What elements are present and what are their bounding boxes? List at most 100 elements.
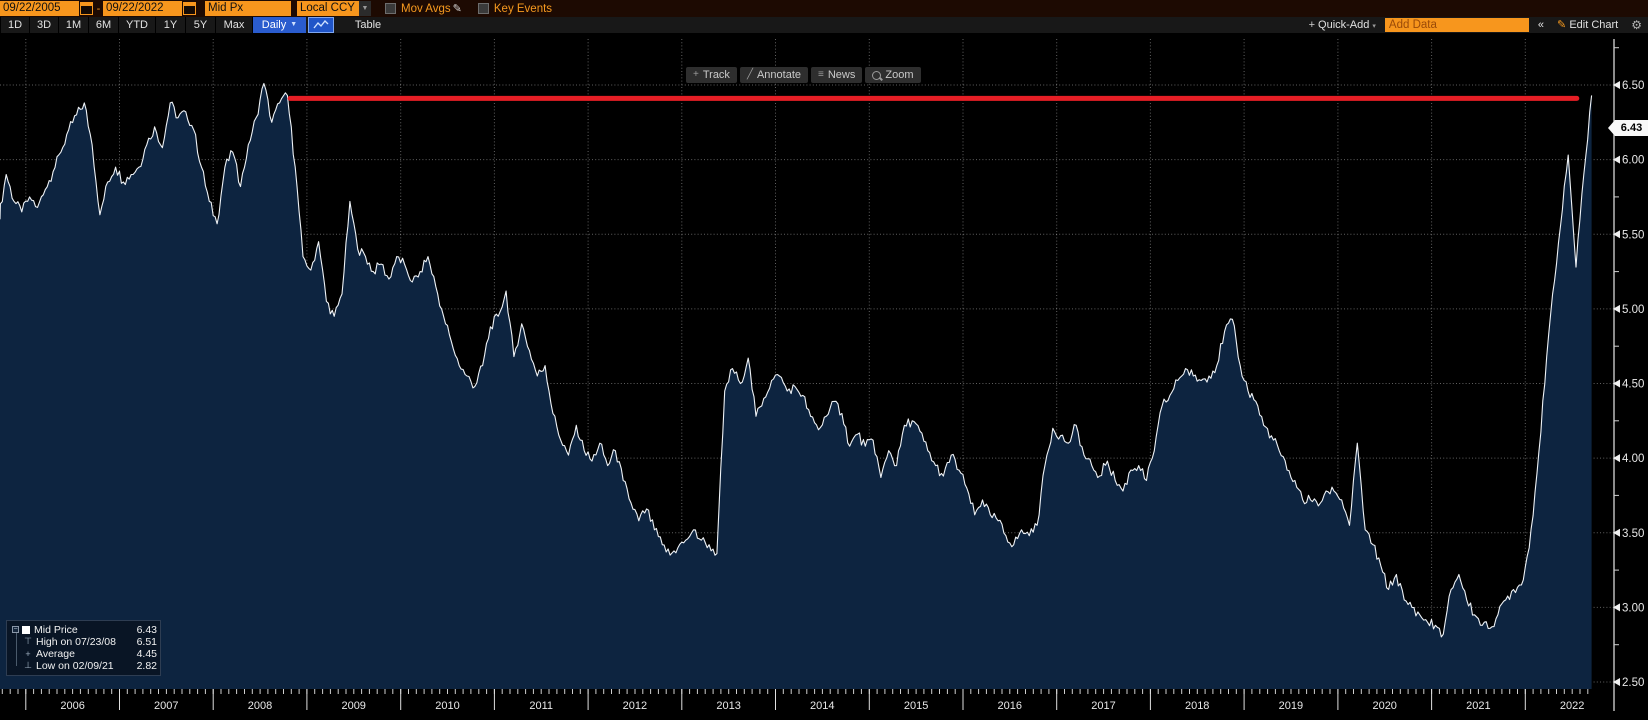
- mov-avgs-label: Mov Avgs: [401, 2, 451, 15]
- legend-row-mid-price[interactable]: − Mid Price 6.43: [9, 623, 157, 636]
- legend-label: Low on 02/09/21: [36, 659, 114, 672]
- frequency-dropdown[interactable]: Daily ▼: [252, 17, 306, 33]
- price-chart[interactable]: 6.50 6.00 5.50 5.00 4.50 4.00 3.50 3.00 2.50 2006…: [0, 33, 1648, 720]
- x-axis: 2006 2007 2008 2009 2010 2011 2012 2013 2014 2015…: [1, 689, 1589, 712]
- calendar-icon[interactable]: [80, 2, 93, 15]
- legend-value: 2.82: [136, 659, 157, 672]
- line-chart-icon: [313, 20, 329, 29]
- y-axis-tick-arrow: [1613, 304, 1620, 313]
- x-axis-year-label: 2021: [1466, 700, 1490, 712]
- gear-icon[interactable]: ⚙: [1631, 18, 1642, 32]
- key-events-checkbox[interactable]: [477, 3, 489, 14]
- range-tab-max[interactable]: Max: [215, 17, 252, 33]
- chevron-down-icon: ▼: [290, 21, 298, 28]
- y-axis-tick-arrow: [1613, 454, 1620, 463]
- y-axis-tick-arrow: [1613, 155, 1620, 164]
- edit-chart-button[interactable]: ✎ Edit Chart: [1557, 19, 1619, 31]
- chart-canvas[interactable]: 6.50 6.00 5.50 5.00 4.50 4.00 3.50 3.00 2.50 2006…: [0, 33, 1648, 720]
- last-price-label: 6.43: [1608, 120, 1648, 136]
- y-axis-tick-arrow: [1613, 230, 1620, 239]
- security-field-bar: 09/22/2005 - 09/22/2022 Mid Px Local CCY…: [0, 0, 1648, 17]
- pencil-icon[interactable]: ✎: [452, 3, 462, 15]
- x-axis-year-label: 2011: [529, 700, 553, 712]
- legend-row-low[interactable]: ⊥ Low on 02/09/21 2.82: [9, 659, 157, 672]
- range-tab-1y[interactable]: 1Y: [155, 17, 185, 33]
- y-axis-label: 5.00: [1622, 304, 1644, 316]
- x-axis-year-label: 2008: [248, 700, 272, 712]
- y-axis-tick-arrow: [1613, 81, 1620, 89]
- annotate-button[interactable]: ╱ Annotate: [739, 67, 809, 83]
- legend-row-average[interactable]: + Average 4.45: [9, 647, 157, 660]
- x-axis-year-label: 2019: [1279, 700, 1303, 712]
- high-marker-icon: ⊤: [24, 636, 32, 646]
- y-axis-label: 6.00: [1622, 155, 1644, 167]
- end-date-field[interactable]: 09/22/2022: [103, 1, 182, 16]
- date-range-separator: -: [96, 2, 101, 15]
- currency-field[interactable]: Local CCY: [297, 1, 359, 16]
- y-axis-label: 6.50: [1622, 80, 1644, 92]
- legend-label: Average: [36, 647, 75, 660]
- x-axis-year-label: 2016: [998, 700, 1022, 712]
- chevron-down-icon[interactable]: ▼: [359, 1, 371, 16]
- crosshair-icon: +: [693, 69, 699, 80]
- quick-add-button[interactable]: + Quick-Add ▾: [1308, 19, 1376, 31]
- zoom-button[interactable]: Zoom: [865, 67, 921, 83]
- y-axis-tick-arrow: [1613, 528, 1620, 537]
- y-axis: 6.50 6.00 5.50 5.00 4.50 4.00 3.50 3.00 2.50: [1613, 39, 1644, 711]
- y-axis-label: 4.00: [1622, 453, 1644, 465]
- x-axis-year-label: 2013: [716, 700, 740, 712]
- calendar-icon[interactable]: [183, 2, 196, 15]
- range-tab-5y[interactable]: 5Y: [185, 17, 215, 33]
- plus-icon: +: [1308, 19, 1316, 31]
- collapse-panel-button[interactable]: «: [1537, 19, 1545, 31]
- news-list-icon: ≡: [818, 69, 824, 80]
- range-tab-ytd[interactable]: YTD: [118, 17, 155, 33]
- y-axis-tick-arrow: [1613, 603, 1620, 612]
- add-data-input[interactable]: [1384, 18, 1529, 32]
- x-axis-year-label: 2014: [810, 700, 834, 712]
- legend-value: 6.43: [136, 623, 157, 636]
- price-area-series: [0, 82, 1593, 689]
- x-axis-year-label: 2007: [154, 700, 178, 712]
- x-axis-year-label: 2020: [1372, 700, 1396, 712]
- legend-value: 4.45: [136, 647, 157, 660]
- key-events-label: Key Events: [493, 2, 553, 15]
- magnifier-icon: [872, 70, 882, 80]
- range-tab-3d[interactable]: 3D: [29, 17, 58, 33]
- pencil-icon: ✎: [1557, 19, 1567, 31]
- x-axis-year-label: 2009: [341, 700, 365, 712]
- chevron-down-icon: ▾: [1372, 23, 1376, 30]
- series-swatch: [22, 625, 30, 634]
- news-button[interactable]: ≡ News: [811, 67, 863, 83]
- range-tab-1d[interactable]: 1D: [0, 17, 29, 33]
- legend-row-high[interactable]: ⊤ High on 07/23/08 6.51: [9, 635, 157, 648]
- legend-tree-line: [16, 633, 17, 666]
- legend-label: High on 07/23/08: [36, 635, 116, 648]
- chart-type-button[interactable]: [308, 17, 334, 33]
- x-axis-year-label: 2018: [1185, 700, 1209, 712]
- x-axis-year-label: 2012: [623, 700, 647, 712]
- legend-label: Mid Price: [34, 623, 78, 636]
- annotate-pencil-icon: ╱: [746, 69, 753, 80]
- y-axis-tick-arrow: [1613, 379, 1620, 388]
- low-marker-icon: ⊥: [24, 660, 32, 670]
- y-axis-label: 4.50: [1622, 379, 1644, 391]
- legend-expander-icon[interactable]: −: [12, 626, 19, 633]
- price-type-field[interactable]: Mid Px: [205, 1, 291, 16]
- range-tab-6m[interactable]: 6M: [88, 17, 118, 33]
- start-date-field[interactable]: 09/22/2005: [0, 1, 79, 16]
- mov-avgs-checkbox[interactable]: [385, 3, 396, 14]
- track-button[interactable]: + Track: [686, 67, 737, 83]
- range-tab-1m[interactable]: 1M: [58, 17, 88, 33]
- chart-nav-bar: 1D 3D 1M 6M YTD 1Y 5Y Max Daily ▼ Table …: [0, 17, 1648, 33]
- x-axis-year-label: 2017: [1091, 700, 1115, 712]
- x-axis-year-label: 2015: [904, 700, 928, 712]
- chart-legend[interactable]: − Mid Price 6.43 ⊤ High on 07/23/08 6.51…: [6, 620, 161, 676]
- table-button[interactable]: Table: [354, 19, 382, 31]
- frequency-value: Daily: [261, 19, 287, 31]
- y-axis-tick-arrow: [1613, 678, 1620, 686]
- x-axis-year-label: 2022: [1560, 700, 1584, 712]
- legend-value: 6.51: [136, 635, 157, 648]
- y-axis-label: 3.50: [1622, 528, 1644, 540]
